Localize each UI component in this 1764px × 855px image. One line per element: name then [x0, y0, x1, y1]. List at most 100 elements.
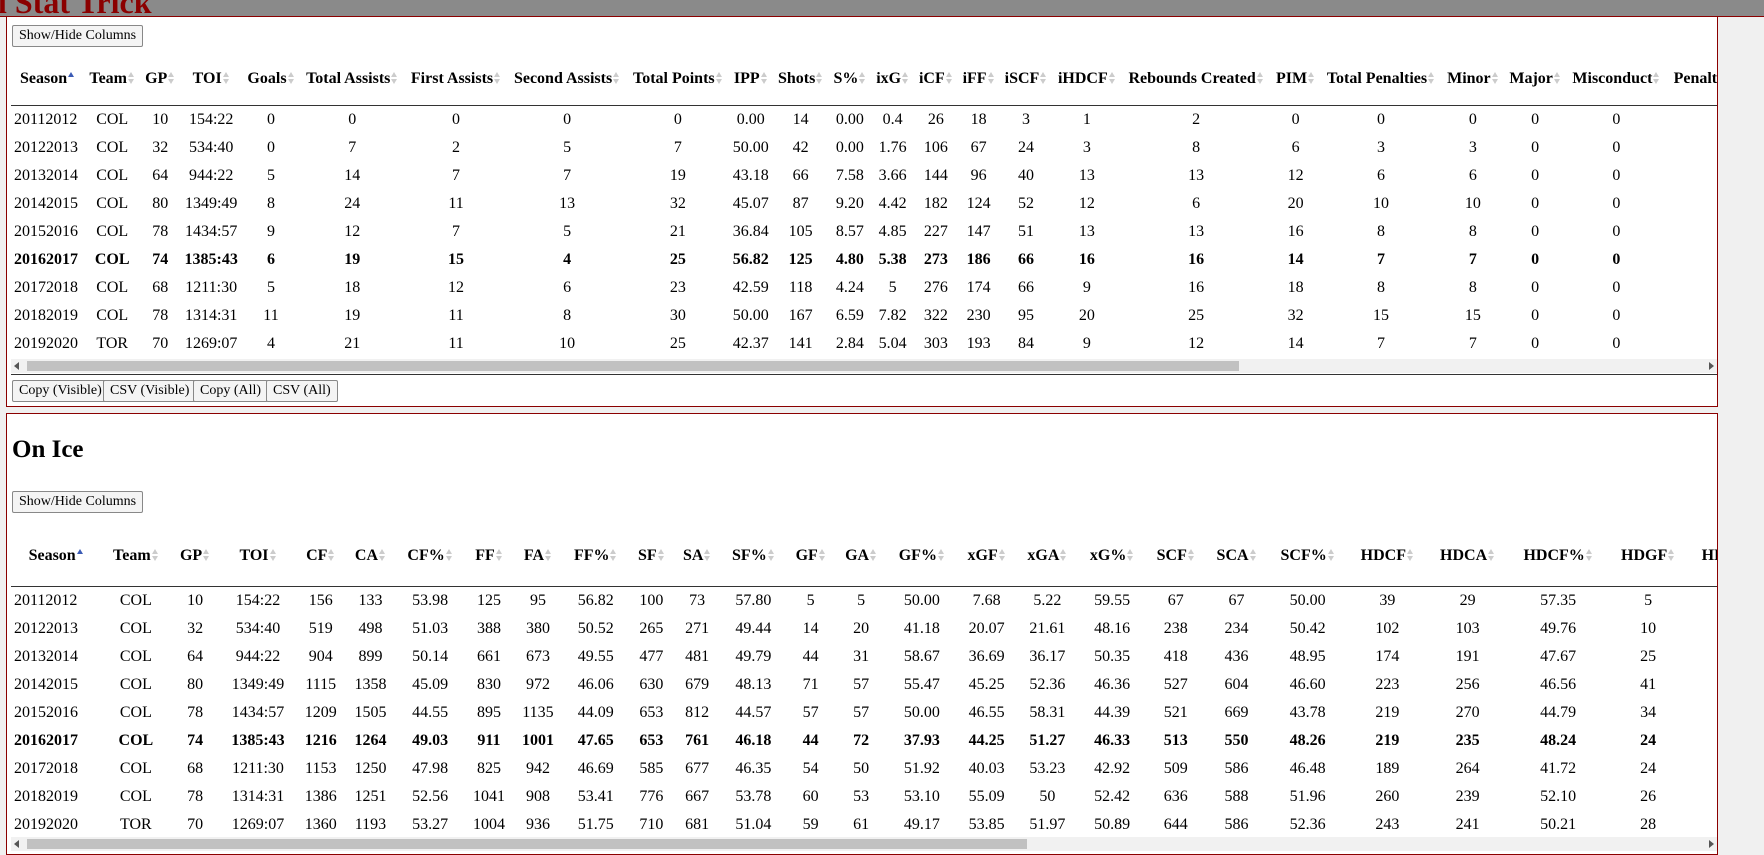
- column-header[interactable]: Total Penalties: [1320, 51, 1442, 106]
- column-header[interactable]: Minor: [1441, 51, 1504, 106]
- column-header[interactable]: SF: [628, 524, 674, 587]
- table-cell: 586: [1224, 759, 1249, 777]
- column-header[interactable]: HDCF%: [1508, 524, 1608, 587]
- table-cell: 8: [266, 194, 275, 212]
- sort-icon: [287, 72, 295, 85]
- column-header[interactable]: CF%: [395, 524, 465, 587]
- header-label: Season: [28, 546, 76, 564]
- column-header[interactable]: First Assists: [404, 51, 508, 106]
- column-header[interactable]: xGA: [1016, 524, 1079, 587]
- column-header[interactable]: CF: [296, 524, 346, 587]
- column-header[interactable]: Team: [84, 51, 141, 106]
- table-cell: 51.27: [1029, 731, 1066, 749]
- column-header[interactable]: Rebounds Created: [1121, 51, 1271, 106]
- column-header[interactable]: Misconduct: [1566, 51, 1667, 106]
- column-header[interactable]: Shots: [772, 51, 829, 106]
- column-header[interactable]: SCA: [1205, 524, 1268, 587]
- table-cell: 41: [1640, 675, 1657, 693]
- table-cell: 59: [802, 815, 819, 833]
- table-cell: TOR: [96, 334, 129, 352]
- column-header[interactable]: S%: [828, 51, 872, 106]
- table-cell: 50.00: [903, 703, 940, 721]
- export-button[interactable]: Copy (All): [193, 380, 269, 402]
- column-header[interactable]: iSCF: [999, 51, 1053, 106]
- column-header[interactable]: GF: [786, 524, 836, 587]
- column-header[interactable]: Goals: [242, 51, 300, 106]
- column-header[interactable]: HDCA: [1426, 524, 1509, 587]
- table-cell: 8: [1376, 278, 1385, 296]
- column-header[interactable]: TOI: [180, 51, 243, 106]
- column-header[interactable]: GA: [835, 524, 887, 587]
- table-cell: 1115: [305, 675, 337, 693]
- column-header[interactable]: FF%: [562, 524, 629, 587]
- column-header[interactable]: IPP: [728, 51, 773, 106]
- column-header[interactable]: Penalties Drawn: [1666, 51, 1717, 106]
- column-header[interactable]: SA: [673, 524, 721, 587]
- column-header[interactable]: SF%: [720, 524, 787, 587]
- horizontal-scrollbar[interactable]: [11, 837, 1717, 851]
- column-header[interactable]: Major: [1504, 51, 1567, 106]
- column-header[interactable]: Total Points: [626, 51, 729, 106]
- table-cell: 167: [788, 306, 813, 324]
- column-header[interactable]: iHDCF: [1052, 51, 1122, 106]
- table-cell: 32: [669, 194, 686, 212]
- column-header[interactable]: HDGA: [1688, 524, 1717, 587]
- export-button[interactable]: CSV (Visible): [103, 380, 197, 402]
- table-cell: 24: [1017, 138, 1034, 156]
- table-cell: 241: [1455, 815, 1480, 833]
- table-cell: 0: [1531, 306, 1540, 324]
- table-row: 20162017 COL 74 1385:43 1216 1264 49.03 911 1001…: [11, 727, 1717, 755]
- table-cell: 44: [802, 731, 819, 749]
- table-cell: 527: [1163, 675, 1188, 693]
- header-label: CF%: [407, 546, 445, 564]
- sort-icon: [168, 72, 175, 85]
- column-header[interactable]: GF%: [886, 524, 957, 587]
- column-header[interactable]: GP: [170, 524, 220, 587]
- column-header[interactable]: TOI: [219, 524, 297, 587]
- column-header[interactable]: HDCF: [1347, 524, 1427, 587]
- column-header[interactable]: Season: [11, 51, 85, 106]
- table-cell: 5.38: [878, 250, 907, 268]
- table-cell: 653: [639, 731, 664, 749]
- column-header[interactable]: Team: [101, 524, 171, 587]
- export-button[interactable]: Copy (Visible): [12, 380, 109, 402]
- column-header[interactable]: iFF: [957, 51, 1000, 106]
- column-header[interactable]: Second Assists: [507, 51, 627, 106]
- column-header[interactable]: FF: [464, 524, 514, 587]
- column-header[interactable]: Total Assists: [299, 51, 405, 106]
- table-cell: 64: [187, 647, 204, 665]
- column-header[interactable]: GP: [140, 51, 181, 106]
- horizontal-scrollbar[interactable]: [11, 359, 1717, 373]
- table-cell: 67: [1167, 591, 1184, 609]
- table-cell: 1001: [521, 731, 554, 749]
- column-header[interactable]: HDGF: [1608, 524, 1689, 587]
- header-label: Total Penalties: [1326, 69, 1428, 87]
- table-cell: 550: [1224, 731, 1249, 749]
- column-header[interactable]: iCF: [914, 51, 958, 106]
- table-cell: 24: [344, 194, 361, 212]
- table-cell: 78: [152, 222, 169, 240]
- table-cell: 50.42: [1289, 619, 1326, 637]
- column-header[interactable]: CA: [345, 524, 396, 587]
- table-row: 20112012 COL 10 154:22 0 0 0 0 0 0.00 14 0.00 0.4 26 1…: [11, 105, 1717, 134]
- column-header[interactable]: Season: [11, 524, 102, 587]
- table-cell: 380: [525, 619, 550, 637]
- header-label: SCF: [1156, 546, 1187, 564]
- header-label: xG%: [1089, 546, 1127, 564]
- column-header[interactable]: xG%: [1078, 524, 1146, 587]
- table-cell: 37.93: [903, 731, 940, 749]
- table-cell: 12: [1188, 334, 1205, 352]
- sort-icon: [1428, 72, 1435, 85]
- column-header[interactable]: SCF%: [1267, 524, 1348, 587]
- export-button[interactable]: CSV (All): [266, 380, 338, 402]
- table-cell: 4: [1667, 330, 1717, 358]
- column-header[interactable]: FA: [513, 524, 563, 587]
- show-hide-columns-button[interactable]: Show/Hide Columns: [12, 491, 144, 513]
- show-hide-columns-button[interactable]: Show/Hide Columns: [12, 25, 144, 47]
- sort-icon: [128, 72, 135, 85]
- column-header[interactable]: ixG: [871, 51, 914, 106]
- column-header[interactable]: SCF: [1145, 524, 1206, 587]
- column-header[interactable]: xGF: [956, 524, 1017, 587]
- column-header[interactable]: PIM: [1270, 51, 1321, 106]
- table-cell: 29: [1688, 783, 1717, 811]
